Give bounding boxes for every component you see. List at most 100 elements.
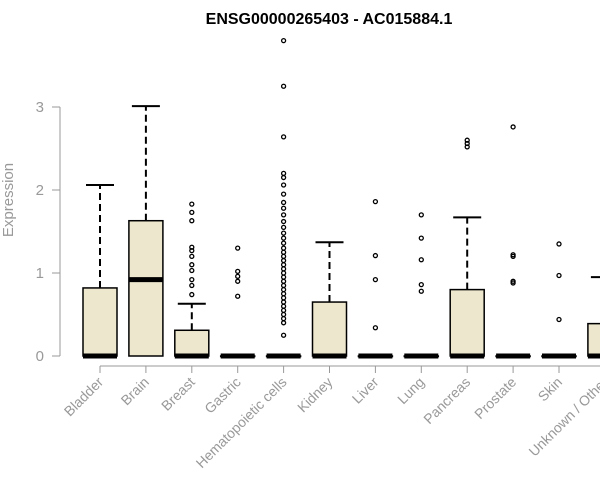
outlier-point <box>372 276 379 283</box>
x-tick-label: Gastric <box>201 374 244 417</box>
outlier-point <box>372 252 379 259</box>
outlier-point <box>280 307 287 314</box>
outlier-point <box>280 257 287 264</box>
box-hematopoietic-cells <box>265 37 302 359</box>
outlier-point <box>418 257 424 263</box>
outlier-point <box>280 230 287 236</box>
outlier-point <box>280 170 287 177</box>
outlier-point <box>189 276 195 283</box>
outlier-point <box>280 291 287 297</box>
outlier-point <box>280 174 287 181</box>
outlier-point <box>189 262 195 268</box>
outlier-point <box>280 253 287 260</box>
y-tick-label: 3 <box>36 99 44 116</box>
outlier-point <box>510 253 516 260</box>
outlier-point <box>189 291 195 298</box>
outlier-point <box>280 274 287 280</box>
outlier-point <box>280 266 287 272</box>
box-breast <box>174 201 210 359</box>
outlier-point <box>280 303 287 309</box>
outlier-point <box>372 198 379 205</box>
outlier-point <box>189 282 195 289</box>
box-bladder <box>82 184 118 359</box>
x-tick-label: Breast <box>158 374 198 414</box>
outlier-point <box>280 199 287 206</box>
outlier-point <box>189 253 195 260</box>
box-iqr <box>311 301 348 357</box>
outlier-point <box>280 245 287 251</box>
x-tick-label: Kidney <box>294 374 336 416</box>
outlier-point <box>280 249 287 255</box>
y-axis: 0 1 2 3 <box>36 99 61 365</box>
outlier-point <box>464 137 470 143</box>
outlier-point <box>418 212 424 218</box>
outlier-point <box>418 288 424 294</box>
outlier-point <box>372 325 379 331</box>
outlier-point <box>189 244 195 250</box>
x-tick-label: Liver <box>349 374 382 407</box>
outlier-point <box>556 316 562 323</box>
y-tick-label: 0 <box>36 348 44 365</box>
box-skin <box>541 241 577 359</box>
outlier-point <box>510 280 516 286</box>
outlier-point <box>280 295 287 301</box>
outlier-point <box>280 332 287 338</box>
outlier-point <box>235 268 241 274</box>
x-tick-label: Bladder <box>61 374 107 420</box>
box-iqr <box>587 322 600 357</box>
outlier-point <box>280 270 287 276</box>
box-iqr <box>174 329 210 357</box>
outlier-point <box>235 245 241 251</box>
outlier-point <box>510 124 516 130</box>
outlier-point <box>189 209 195 216</box>
outlier-point <box>280 235 287 241</box>
x-tick-label: Lung <box>394 374 427 407</box>
x-tick-label: Brain <box>118 374 152 408</box>
outlier-point <box>280 205 287 211</box>
box-series <box>82 37 600 359</box>
outlier-point <box>280 286 287 293</box>
outlier-point <box>418 281 424 288</box>
outlier-point <box>556 241 562 247</box>
box-brain <box>128 105 164 357</box>
outlier-point <box>280 320 287 326</box>
chart-title: ENSG00000265403 - AC015884.1 <box>206 11 453 28</box>
outlier-point <box>280 83 287 89</box>
outlier-point <box>235 278 241 284</box>
outlier-point <box>464 144 470 150</box>
box-iqr <box>82 287 118 357</box>
outlier-point <box>280 311 287 318</box>
outlier-point <box>189 267 195 274</box>
outlier-point <box>280 262 287 268</box>
outlier-point <box>280 218 287 225</box>
outlier-point <box>280 212 287 218</box>
outlier-point <box>280 299 287 305</box>
outlier-point <box>189 247 195 254</box>
box-kidney <box>311 241 348 359</box>
box-liver <box>357 198 394 359</box>
outlier-point <box>235 293 241 299</box>
outlier-point <box>556 272 562 279</box>
y-tick-label: 1 <box>36 265 44 282</box>
outlier-point <box>280 278 287 284</box>
outlier-point <box>280 240 287 246</box>
box-gastric <box>219 245 256 359</box>
box-iqr <box>128 219 164 357</box>
x-tick-label: Pancreas <box>420 374 473 427</box>
outlier-point <box>418 235 424 241</box>
outlier-point <box>280 37 287 44</box>
outlier-point <box>189 218 195 224</box>
outlier-point <box>280 282 287 289</box>
outlier-point <box>280 182 287 188</box>
x-tick-label: Prostate <box>471 374 519 422</box>
y-axis-label: Expression <box>0 163 17 237</box>
box-unknown-other <box>587 276 600 359</box>
y-tick-label: 2 <box>36 182 44 199</box>
x-tick-label: Hematopoietic cells <box>193 374 290 471</box>
box-iqr <box>449 288 485 357</box>
x-tick-label: Skin <box>535 374 566 405</box>
outlier-point <box>280 224 287 231</box>
outlier-point <box>189 201 195 207</box>
